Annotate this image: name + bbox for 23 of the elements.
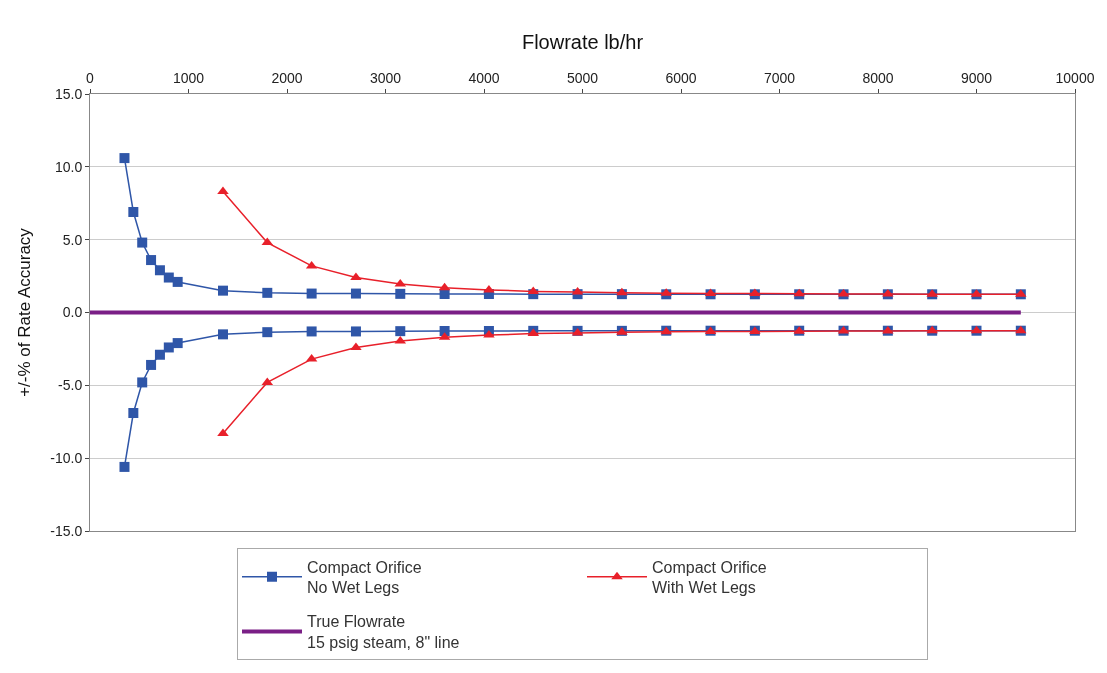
y-tick-label: -15.0 [50, 522, 83, 539]
x-tick-label: 9000 [960, 70, 993, 87]
y-tick-label: 0.0 [62, 304, 83, 321]
x-tick-label: 1000 [172, 70, 205, 87]
x-tick-label: 5000 [566, 70, 599, 87]
x-tick-label: 4000 [468, 70, 500, 87]
y-axis-title: +/-% of Rate Accuracy [14, 227, 34, 397]
x-tick-label: 6000 [665, 70, 697, 87]
x-tick-label: 7000 [763, 70, 796, 87]
y-tick-label: -10.0 [50, 450, 83, 467]
x-tick-label: 3000 [369, 70, 402, 87]
y-tick-label: 5.0 [62, 231, 83, 248]
x-tick-label: 2000 [271, 70, 303, 87]
y-tick-label: -5.0 [58, 377, 83, 394]
x-tick-label: 10000 [1055, 70, 1095, 87]
x-axis-title: Flowrate lb/hr [521, 30, 644, 53]
y-tick-label: 10.0 [54, 158, 83, 175]
x-tick-label: 0 [86, 70, 95, 87]
legend-label: Compact Orifice With Wet Legs [652, 558, 767, 597]
x-tick-label: 8000 [862, 70, 894, 87]
legend-label: Compact Orifice No Wet Legs [307, 558, 422, 597]
y-tick-label: 15.0 [54, 85, 83, 102]
legend-label: True Flowrate 15 psig steam, 8" line [307, 613, 460, 652]
